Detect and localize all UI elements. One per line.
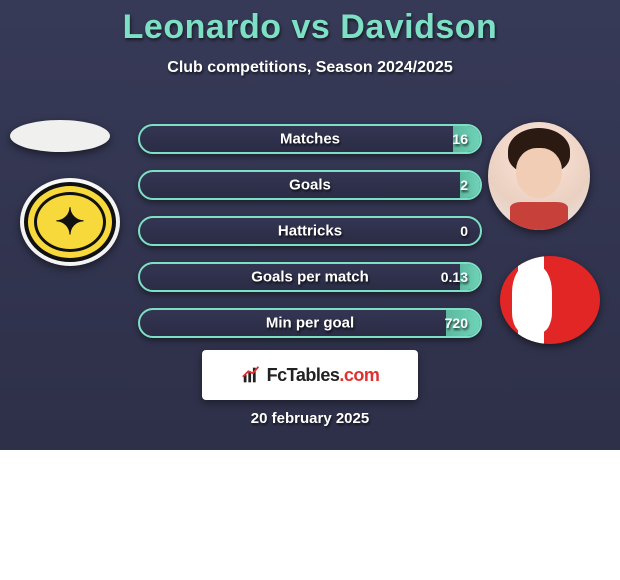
brand-suffix: .com: [339, 365, 379, 385]
brand-prefix: Fc: [267, 365, 287, 385]
club-left-crest: ✦: [20, 178, 120, 266]
comparison-card: Leonardo vs Davidson Club competitions, …: [0, 0, 620, 450]
value-right: 2: [460, 177, 468, 193]
value-right: 16: [452, 131, 468, 147]
value-right: 0.13: [441, 269, 468, 285]
subtitle: Club competitions, Season 2024/2025: [0, 59, 620, 77]
snapshot-date: 20 february 2025: [0, 410, 620, 427]
stat-row-matches: Matches 16: [138, 124, 482, 154]
metric-label: Hattricks: [140, 223, 480, 240]
stat-row-hattricks: Hattricks 0: [138, 216, 482, 246]
metric-label: Goals: [140, 177, 480, 194]
player-right-name: Davidson: [340, 8, 497, 46]
player-right-photo: [488, 122, 590, 230]
eagle-icon: ✦: [55, 201, 85, 243]
stat-rows: Matches 16 Goals 2 Hattricks 0 Goals per…: [138, 124, 482, 354]
bar-chart-icon: [241, 364, 263, 386]
value-right: 720: [445, 315, 468, 331]
metric-label: Goals per match: [140, 269, 480, 286]
stat-row-goals-per-match: Goals per match 0.13: [138, 262, 482, 292]
player-left-name: Leonardo: [123, 8, 282, 46]
player-left-photo: [10, 120, 110, 152]
face-shape: [516, 148, 562, 198]
brand-text: FcTables.com: [267, 365, 380, 386]
value-right: 0: [460, 223, 468, 239]
vs-separator: vs: [292, 8, 331, 46]
brand-main: Tables: [287, 365, 340, 385]
brand-watermark[interactable]: FcTables.com: [202, 350, 418, 400]
stat-row-min-per-goal: Min per goal 720: [138, 308, 482, 338]
crest-figure: [512, 265, 552, 334]
page-title: Leonardo vs Davidson: [0, 0, 620, 47]
jersey-shape: [510, 202, 568, 230]
blank-space: [0, 450, 620, 580]
metric-label: Min per goal: [140, 315, 480, 332]
metric-label: Matches: [140, 131, 480, 148]
club-right-crest: [500, 256, 600, 344]
stat-row-goals: Goals 2: [138, 170, 482, 200]
